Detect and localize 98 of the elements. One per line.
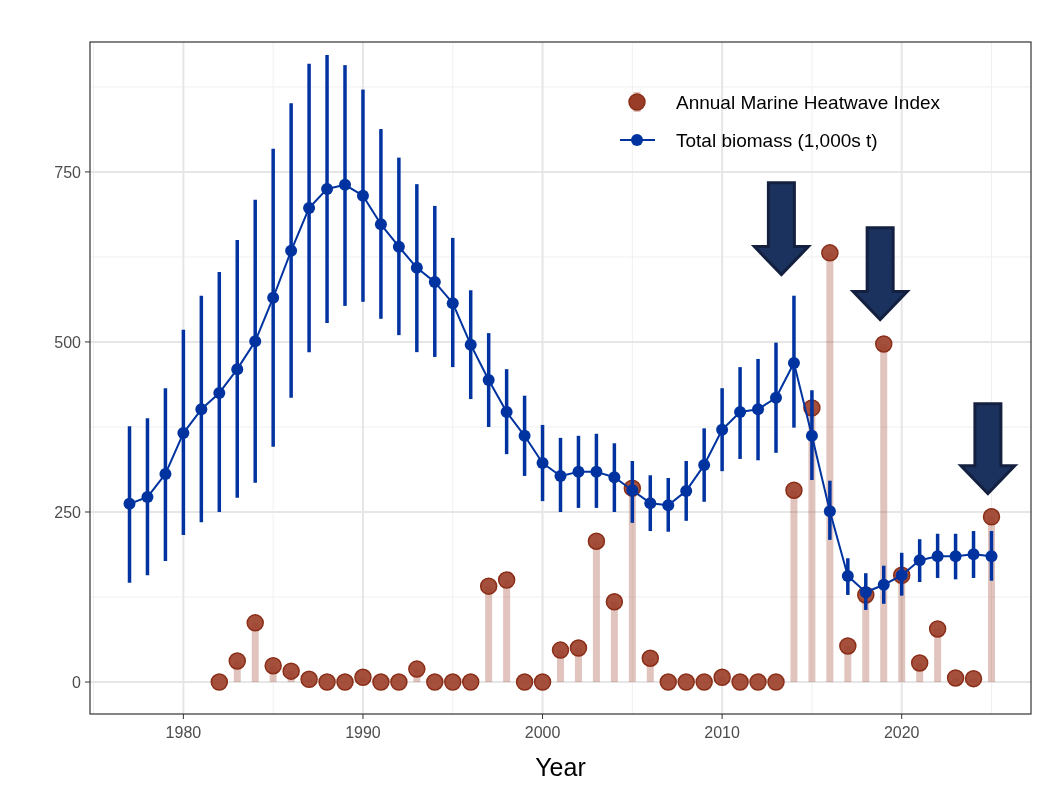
point (731, 673, 749, 691)
point (928, 620, 947, 638)
point (231, 363, 244, 376)
point (695, 673, 713, 691)
point (318, 673, 336, 691)
point (605, 593, 624, 611)
point (787, 357, 800, 370)
point (264, 656, 282, 675)
point (752, 403, 765, 416)
point (767, 673, 785, 691)
point (282, 662, 300, 680)
point (321, 182, 334, 195)
point (749, 673, 767, 691)
x-tick-label: 2000 (524, 724, 561, 741)
point (446, 297, 459, 310)
y-tick-label: 0 (72, 674, 82, 692)
point (985, 550, 998, 563)
point (770, 391, 782, 404)
point (354, 668, 372, 687)
point (964, 669, 983, 688)
point (910, 654, 929, 672)
point (390, 673, 408, 691)
point (426, 673, 444, 691)
point (698, 459, 711, 472)
point (410, 261, 423, 274)
point (428, 276, 441, 289)
point (479, 577, 498, 595)
point (497, 571, 516, 589)
point (823, 505, 836, 518)
point (536, 457, 549, 470)
point (482, 374, 495, 387)
point (931, 550, 944, 563)
x-axis-title: Year (535, 753, 586, 781)
point (967, 548, 980, 561)
point (877, 578, 890, 591)
point (228, 652, 247, 670)
point (444, 673, 462, 691)
point (246, 614, 264, 632)
point (785, 481, 803, 499)
point (464, 338, 477, 351)
point (518, 429, 531, 442)
point (874, 335, 893, 353)
x-tick-label: 2010 (704, 724, 741, 741)
point (159, 467, 172, 480)
point (213, 386, 226, 399)
point (839, 637, 857, 655)
point (913, 554, 926, 567)
point (946, 669, 965, 687)
point (210, 673, 229, 691)
point (356, 189, 369, 202)
point (677, 673, 695, 691)
point (713, 668, 731, 687)
point (821, 244, 839, 262)
point (659, 673, 677, 691)
point (195, 403, 208, 416)
point (982, 508, 1001, 526)
point (533, 673, 552, 691)
x-tick-label: 1990 (345, 724, 381, 741)
point (267, 291, 280, 304)
point (285, 244, 298, 257)
point (500, 406, 513, 419)
x-tick-label: 2020 (883, 724, 920, 741)
point (662, 499, 675, 512)
point (372, 673, 390, 691)
point (336, 673, 354, 691)
point (608, 471, 621, 484)
point (300, 670, 318, 689)
point (841, 569, 854, 582)
point (644, 497, 657, 510)
point (177, 427, 190, 440)
point (949, 550, 962, 563)
point (392, 240, 405, 253)
legend-label: Annual Marine Heatwave Index (676, 92, 941, 113)
point (461, 673, 480, 691)
point (569, 639, 588, 657)
point (515, 673, 534, 691)
point (141, 491, 154, 504)
point (572, 465, 585, 478)
y-tick-label: 250 (54, 503, 82, 521)
point (249, 335, 262, 348)
point (641, 649, 660, 667)
point (805, 429, 818, 442)
point (554, 469, 567, 482)
y-tick-label: 500 (54, 333, 82, 351)
point (408, 660, 426, 678)
point (734, 406, 747, 419)
point (123, 497, 136, 510)
point (716, 423, 729, 436)
y-tick-label: 750 (54, 163, 82, 181)
point (590, 465, 603, 478)
point (303, 201, 316, 214)
point (374, 218, 387, 231)
point (339, 178, 351, 191)
point (680, 484, 693, 497)
legend-label: Total biomass (1,000s t) (676, 130, 878, 151)
point (587, 532, 606, 550)
x-tick-label: 1980 (165, 724, 202, 741)
point (551, 641, 570, 659)
